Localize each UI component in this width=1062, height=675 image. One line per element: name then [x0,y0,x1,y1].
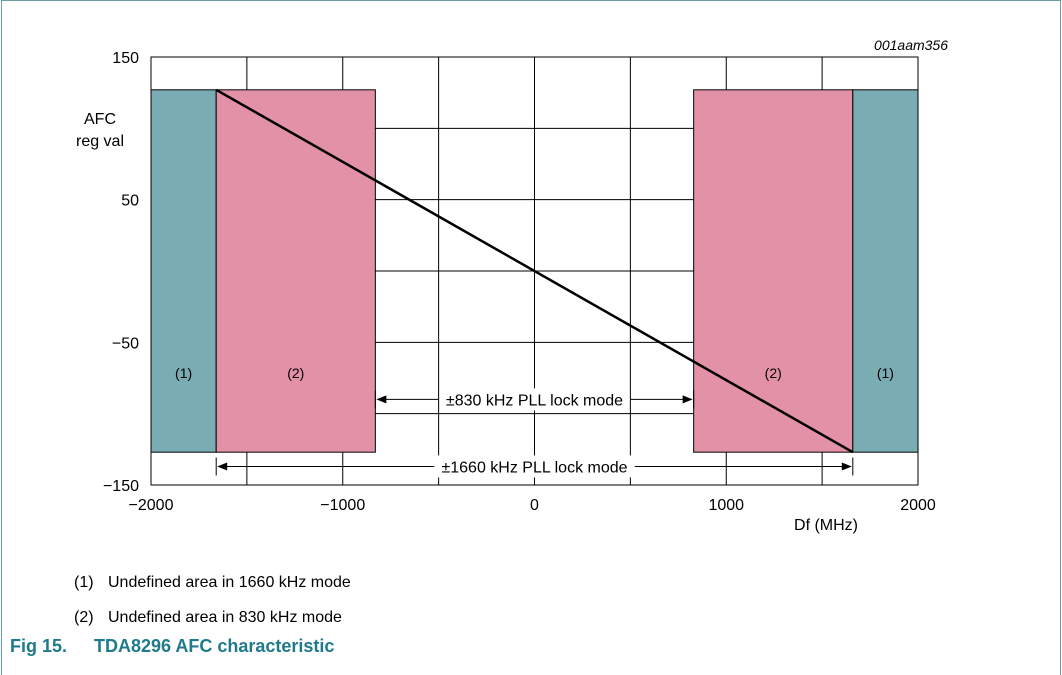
range-annotation-1: ±830 kHz PLL lock mode [374,388,695,411]
notes-list: (1) Undefined area in 1660 kHz mode (2) … [74,565,351,635]
note-number: (2) [74,608,94,626]
y-tick-label: 150 [112,50,139,67]
x-axis-label: Df (MHz) [794,517,858,534]
y-tick-label: −50 [112,335,139,352]
x-tick-label: −1000 [320,497,365,514]
range-label-bg [436,455,633,478]
x-tick-label: −2000 [129,497,174,514]
region-4 [852,89,919,453]
region-label-4: (1) [877,365,894,381]
plot-frame [150,56,919,486]
caption-label: Fig 15. [10,636,68,656]
figure-caption: Fig 15. TDA8296 AFC characteristic [10,636,334,657]
y-axis-label-line2: reg val [76,133,124,150]
note-item-1: (1) Undefined area in 1660 kHz mode [74,565,351,600]
range-label: ±830 kHz PLL lock mode [446,392,623,409]
y-tick-label: 50 [121,193,139,210]
note-text: Undefined area in 1660 kHz mode [108,573,351,591]
region-label-1: (1) [175,365,192,381]
caption-title: TDA8296 AFC characteristic [94,636,335,656]
note-item-2: (2) Undefined area in 830 kHz mode [74,600,351,635]
y-axis-label-line1: AFC [84,111,116,128]
region-2 [215,89,376,453]
y-tick-label: −150 [103,478,139,495]
afc-line-series [215,88,854,454]
arrowhead-left [376,395,387,404]
region-1 [150,89,217,453]
x-tick-label: 2000 [900,497,936,514]
x-tick-label: 0 [530,497,539,514]
region-label-3: (2) [765,365,782,381]
note-text: Undefined area in 830 kHz mode [108,608,342,626]
figure-id: 001aam356 [874,37,948,53]
arrowhead-right [841,462,852,471]
range-label-bg [440,388,629,411]
range-annotation-2: ±1660 kHz PLL lock mode [215,455,854,478]
arrowhead-right [682,395,693,404]
region-3 [693,89,854,453]
x-tick-label: 1000 [708,497,744,514]
range-label: ±1660 kHz PLL lock mode [441,459,627,476]
afc-chart: (1) (2) (2) (1) ±830 kHz PLL lock mode ±1660… [76,37,948,534]
region-label-2: (2) [287,365,304,381]
note-number: (1) [74,573,94,591]
arrowhead-left [217,462,228,471]
